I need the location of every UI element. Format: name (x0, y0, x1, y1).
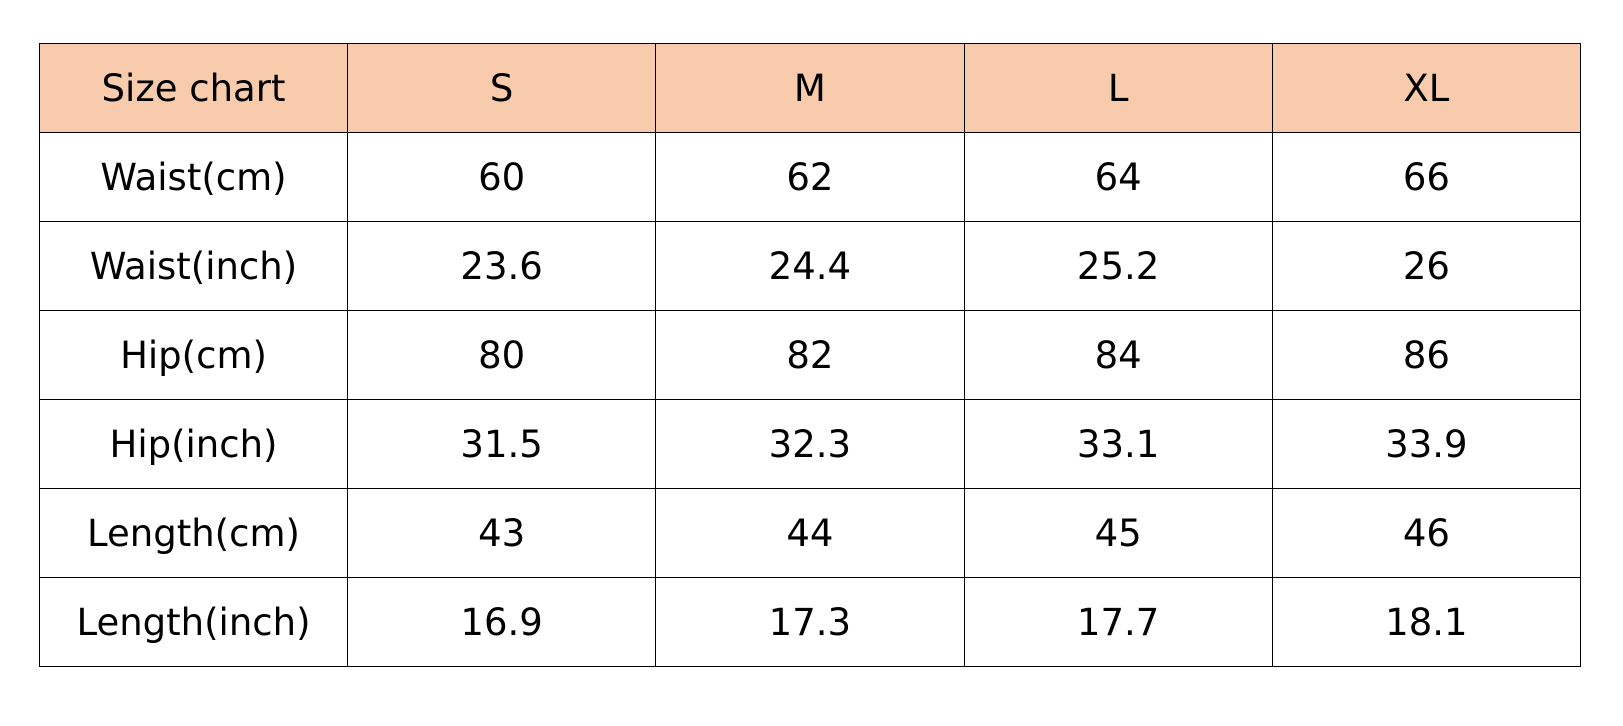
table-cell: 24.4 (655, 221, 965, 311)
row-label: Waist(cm) (39, 132, 348, 222)
header-cell-size-chart: Size chart (39, 43, 348, 133)
table-row: Hip(cm) 80 82 84 86 (39, 310, 1582, 400)
table-cell: 64 (963, 132, 1273, 222)
table-cell: 45 (963, 488, 1273, 578)
table-cell: 23.6 (346, 221, 657, 311)
table-cell: 84 (963, 310, 1273, 400)
table-row: Length(inch) 16.9 17.3 17.7 18.1 (39, 577, 1582, 667)
table-cell: 18.1 (1271, 577, 1582, 667)
table-row: Waist(inch) 23.6 24.4 25.2 26 (39, 221, 1582, 311)
header-row: Size chart S M L XL (39, 43, 1582, 133)
table-cell: 32.3 (655, 399, 965, 489)
size-chart-table: Size chart S M L XL Waist(cm) 60 62 64 6… (39, 43, 1582, 667)
table-cell: 25.2 (963, 221, 1273, 311)
header-cell-m: M (655, 43, 965, 133)
table-cell: 82 (655, 310, 965, 400)
table-cell: 80 (346, 310, 657, 400)
table-cell: 17.7 (963, 577, 1273, 667)
table-body: Waist(cm) 60 62 64 66 Waist(inch) 23.6 2… (39, 132, 1582, 667)
table-cell: 43 (346, 488, 657, 578)
table-cell: 60 (346, 132, 657, 222)
table-header: Size chart S M L XL (39, 43, 1582, 133)
row-label: Length(cm) (39, 488, 348, 578)
table-row: Waist(cm) 60 62 64 66 (39, 132, 1582, 222)
table-cell: 33.9 (1271, 399, 1582, 489)
table-cell: 16.9 (346, 577, 657, 667)
table-cell: 33.1 (963, 399, 1273, 489)
table-cell: 62 (655, 132, 965, 222)
header-cell-l: L (963, 43, 1273, 133)
row-label: Hip(cm) (39, 310, 348, 400)
table-row: Length(cm) 43 44 45 46 (39, 488, 1582, 578)
table-cell: 31.5 (346, 399, 657, 489)
row-label: Hip(inch) (39, 399, 348, 489)
table-cell: 66 (1271, 132, 1582, 222)
table-cell: 17.3 (655, 577, 965, 667)
table-cell: 46 (1271, 488, 1582, 578)
table-cell: 86 (1271, 310, 1582, 400)
header-cell-s: S (346, 43, 657, 133)
table-cell: 44 (655, 488, 965, 578)
row-label: Length(inch) (39, 577, 348, 667)
row-label: Waist(inch) (39, 221, 348, 311)
table-cell: 26 (1271, 221, 1582, 311)
header-cell-xl: XL (1271, 43, 1582, 133)
table-row: Hip(inch) 31.5 32.3 33.1 33.9 (39, 399, 1582, 489)
